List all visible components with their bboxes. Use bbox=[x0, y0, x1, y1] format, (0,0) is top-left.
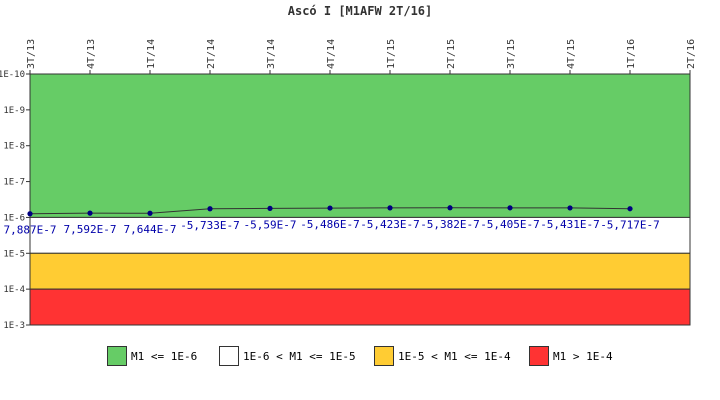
data-label: -5,423E-7 bbox=[360, 218, 420, 231]
y-tick-label: 1E-6 bbox=[3, 213, 25, 223]
data-label: -5,431E-7 bbox=[540, 218, 600, 231]
x-axis: 3T/13 4T/13 1T/14 2T/14 3T/14 4T/14 1T/15 2T/15… bbox=[26, 39, 697, 74]
data-label: -5,717E-7 bbox=[600, 219, 660, 232]
data-point bbox=[267, 205, 273, 211]
data-point bbox=[447, 205, 453, 211]
legend-item-yellow: 1E-5 < M1 <= 1E-4 bbox=[374, 344, 511, 368]
data-point bbox=[507, 205, 513, 211]
chart-title: Ascó I [M1AFW 2T/16] bbox=[288, 4, 433, 18]
data-label: 7,644E-7 bbox=[124, 223, 177, 236]
x-tick-label: 3T/14 bbox=[266, 39, 277, 69]
data-label: 7,887E-7 bbox=[4, 224, 57, 237]
y-tick-label: 1E-9 bbox=[3, 106, 25, 116]
band-rect bbox=[29, 73, 691, 218]
band-rect bbox=[29, 216, 691, 254]
data-label: -5,382E-7 bbox=[420, 218, 480, 231]
data-point bbox=[627, 206, 633, 212]
x-tick-label: 3T/15 bbox=[506, 39, 517, 69]
legend-swatch bbox=[529, 346, 549, 366]
data-label: -5,486E-7 bbox=[300, 218, 360, 231]
x-tick-label: 2T/15 bbox=[446, 39, 457, 69]
data-labels: 7,887E-7 7,592E-7 7,644E-7 -5,733E-7 -5,59E-… bbox=[4, 218, 660, 237]
data-point bbox=[567, 205, 573, 211]
legend-swatch bbox=[107, 346, 127, 366]
legend-swatch bbox=[219, 346, 239, 366]
series-line bbox=[27, 205, 633, 217]
x-tick-label: 4T/13 bbox=[86, 39, 97, 69]
y-axis: 1E-10 1E-9 1E-8 1E-7 1E-6 1E-5 1E-4 1E-3 bbox=[0, 70, 30, 331]
x-tick-label: 1T/15 bbox=[386, 39, 397, 69]
legend-label: 1E-6 < M1 <= 1E-5 bbox=[243, 349, 356, 363]
band-rect bbox=[29, 252, 691, 290]
x-tick-label: 3T/13 bbox=[26, 39, 37, 69]
legend-swatch bbox=[374, 346, 394, 366]
data-point bbox=[387, 205, 393, 211]
data-point bbox=[147, 210, 153, 216]
y-tick-label: 1E-5 bbox=[3, 249, 25, 259]
legend-label: 1E-5 < M1 <= 1E-4 bbox=[398, 349, 511, 363]
data-label: -5,405E-7 bbox=[480, 218, 540, 231]
threshold-bands bbox=[29, 73, 691, 326]
band-rect bbox=[29, 288, 691, 326]
legend-label: M1 <= 1E-6 bbox=[131, 349, 198, 363]
x-tick-label: 2T/14 bbox=[206, 39, 217, 69]
y-tick-label: 1E-10 bbox=[0, 70, 25, 80]
y-tick-label: 1E-4 bbox=[3, 285, 25, 295]
x-tick-label: 4T/14 bbox=[326, 39, 337, 69]
data-label: 7,592E-7 bbox=[64, 223, 117, 236]
legend-item-red: M1 > 1E-4 bbox=[529, 344, 613, 368]
x-tick-label: 1T/16 bbox=[626, 39, 637, 69]
data-label: -5,733E-7 bbox=[180, 219, 240, 232]
x-tick-label: 4T/15 bbox=[566, 39, 577, 69]
chart-svg: Ascó I [M1AFW 2T/16] 1E-101E-91E-81E-71E… bbox=[0, 4, 697, 331]
data-point bbox=[327, 205, 333, 211]
data-point bbox=[27, 211, 33, 217]
data-point bbox=[207, 206, 213, 212]
legend-item-green: M1 <= 1E-6 bbox=[107, 344, 197, 368]
legend: M1 <= 1E-6 1E-6 < M1 <= 1E-5 1E-5 < M1 <… bbox=[0, 344, 720, 368]
legend-label: M1 > 1E-4 bbox=[553, 349, 613, 363]
y-tick-label: 1E-3 bbox=[3, 321, 25, 331]
x-tick-label: 2T/16 bbox=[686, 39, 697, 69]
x-tick-label: 1T/14 bbox=[146, 39, 157, 69]
data-point bbox=[87, 210, 93, 216]
y-tick-label: 1E-7 bbox=[3, 178, 25, 188]
y-tick-label: 1E-8 bbox=[3, 142, 25, 152]
data-label: -5,59E-7 bbox=[244, 218, 297, 231]
legend-item-white: 1E-6 < M1 <= 1E-5 bbox=[219, 344, 356, 368]
